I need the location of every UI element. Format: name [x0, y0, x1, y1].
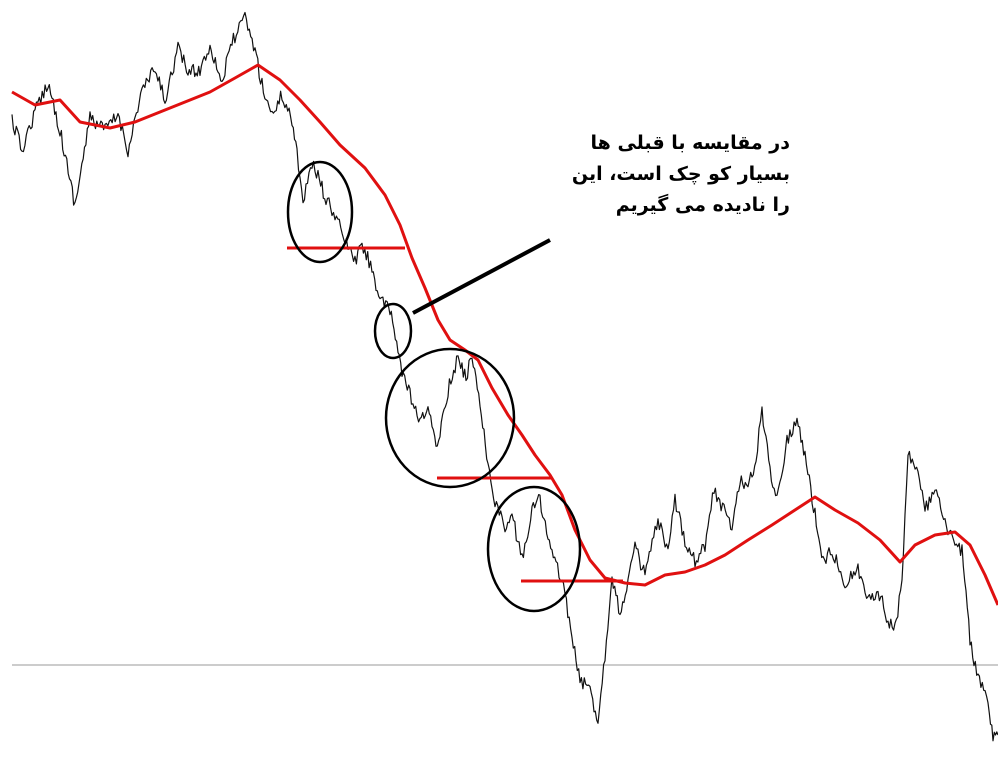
- annotation-line-1: در مقایسه با قبلی ها: [590, 132, 790, 154]
- annotation-text: در مقایسه با قبلی ها بسیار کو چک است، ای…: [540, 128, 790, 221]
- circle-marker-small: [373, 302, 413, 360]
- annotation-line-3: را نادیده می گیریم: [615, 194, 790, 216]
- price-series-line: [11, 11, 998, 742]
- annotation-pointer-line: [412, 238, 551, 315]
- circle-marker-2: [384, 347, 516, 489]
- moving-average-line: [11, 63, 998, 606]
- circle-marker-3: [486, 485, 582, 613]
- annotation-line-2: بسیار کو چک است، این: [571, 163, 790, 185]
- circle-marker-1: [286, 160, 354, 264]
